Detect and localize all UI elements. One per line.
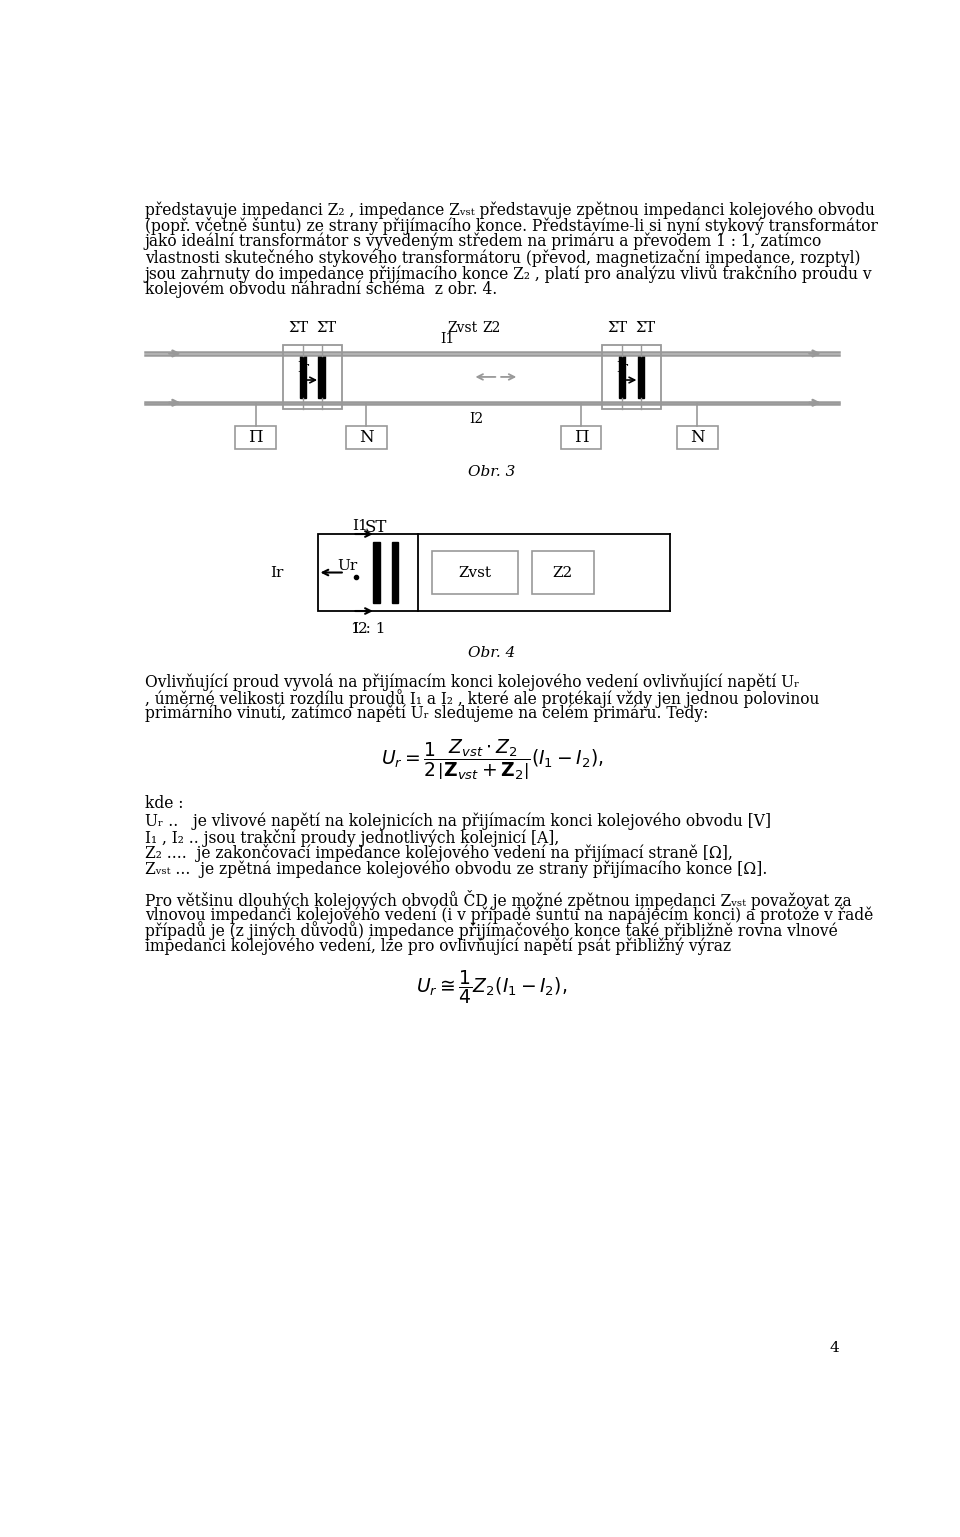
Text: I₁ , I₂ .. jsou trakční proudy jednotlivých kolejnicí [A],: I₁ , I₂ .. jsou trakční proudy jednotliv… [145, 828, 559, 847]
Bar [637, 357, 644, 398]
Text: I2: I2 [352, 622, 368, 636]
Text: , úměrné velikosti rozdílu proudů I₁ a I₂ , které ale protékají vždy jen jednou : , úměrné velikosti rozdílu proudů I₁ a I… [145, 689, 819, 709]
Text: Zvst: Zvst [459, 566, 492, 579]
Bar [561, 426, 601, 449]
Text: Π: Π [249, 429, 263, 446]
Text: Ur: Ur [337, 559, 357, 573]
Text: Uᵣ ..   je vlivové napětí na kolejnicích na přijímacím konci kolejového obvodu [: Uᵣ .. je vlivové napětí na kolejnicích n… [145, 813, 771, 830]
Text: ST: ST [365, 518, 387, 535]
Text: (popř. včetně šuntu) ze strany přijímacího konce. Představíme-li si nyní stykový: (popř. včetně šuntu) ze strany přijímací… [145, 217, 877, 235]
Text: ΣT: ΣT [608, 321, 628, 335]
Text: kolejovém obvodu náhradní schéma  z obr. 4.: kolejovém obvodu náhradní schéma z obr. … [145, 280, 497, 298]
Text: 4: 4 [829, 1340, 839, 1354]
Bar [318, 533, 419, 612]
Text: Ir: Ir [271, 566, 284, 579]
Text: $U_r \cong \dfrac{1}{4} Z_2 \left(I_1 - I_2\right),$: $U_r \cong \dfrac{1}{4} Z_2 \left(I_1 - … [417, 968, 567, 1007]
Text: kde :: kde : [145, 796, 183, 813]
Text: představuje impedanci Z₂ , impedance Zᵥₛₜ představuje zpětnou impedanci kolejové: představuje impedanci Z₂ , impedance Zᵥₛ… [145, 201, 875, 218]
Text: I1: I1 [352, 518, 368, 533]
Bar [235, 426, 276, 449]
Text: Z₂ ....  je zakončovací impedance kolejového vedení na přijímací straně [Ω],: Z₂ .... je zakončovací impedance kolejov… [145, 844, 732, 862]
Text: Pro většinu dlouhých kolejových obvodů ČD je možné zpětnou impedanci Zᵥₛₜ považo: Pro většinu dlouhých kolejových obvodů Č… [145, 890, 852, 910]
Bar [283, 344, 342, 409]
Text: I2: I2 [469, 412, 484, 426]
Text: Zᵥₛₜ ...  je zpětná impedance kolejového obvodu ze strany přijímacího konce [Ω].: Zᵥₛₜ ... je zpětná impedance kolejového … [145, 861, 767, 878]
Text: Π: Π [574, 429, 588, 446]
Text: Ovlivňující proud vyvolá na přijímacím konci kolejového vedení ovlivňující napět: Ovlivňující proud vyvolá na přijímacím k… [145, 673, 800, 692]
Text: 1 : 1: 1 : 1 [350, 622, 385, 636]
Text: Z2: Z2 [552, 566, 573, 579]
Text: primárního vinutí, zatímco napětí Uᵣ sledujeme na celém primáru. Tedy:: primárního vinutí, zatímco napětí Uᵣ sle… [145, 705, 708, 722]
Text: Obr. 3: Obr. 3 [468, 464, 516, 478]
Text: ΣT: ΣT [288, 321, 308, 335]
Text: vlnovou impedanci kolejového vedení (i v případě šuntu na napájecím konci) a pro: vlnovou impedanci kolejového vedení (i v… [145, 905, 873, 924]
Text: vlastnosti skutečného stykového transformátoru (převod, magnetizační impedance, : vlastnosti skutečného stykového transfor… [145, 249, 860, 267]
Text: $U_r = \dfrac{1}{2} \dfrac{Z_{vst} \cdot Z_2}{\left|\mathbf{Z}_{vst} + \mathbf{Z: $U_r = \dfrac{1}{2} \dfrac{Z_{vst} \cdot… [381, 738, 603, 782]
Text: ΣT: ΣT [636, 321, 656, 335]
Text: ΣT: ΣT [316, 321, 336, 335]
Bar [677, 426, 717, 449]
Text: Z2: Z2 [483, 321, 501, 335]
Bar [319, 357, 324, 398]
Text: N: N [690, 429, 705, 446]
Bar [432, 550, 517, 595]
Text: Ir: Ir [297, 361, 309, 375]
Text: jako ideální transformátor s vyvedeným středem na primáru a převodem 1 : 1, zatí: jako ideální transformátor s vyvedeným s… [145, 234, 822, 251]
Text: Ir: Ir [616, 361, 628, 375]
Bar [373, 541, 379, 604]
Bar [300, 357, 306, 398]
Text: jsou zahrnuty do impedance přijímacího konce Z₂ , platí pro analýzu vlivů trakčn: jsou zahrnuty do impedance přijímacího k… [145, 264, 873, 283]
Text: I1: I1 [440, 332, 454, 346]
Bar [392, 541, 398, 604]
Bar [602, 344, 660, 409]
Bar [532, 550, 593, 595]
Bar [619, 357, 625, 398]
Bar [347, 426, 387, 449]
Text: případů je (z jiných důvodů) impedance přijímačového konce také přibližně rovna : případů je (z jiných důvodů) impedance p… [145, 921, 837, 941]
Text: Zvst: Zvst [447, 321, 478, 335]
Text: N: N [359, 429, 373, 446]
Text: impedanci kolejového vedení, lze pro ovlivňující napětí psát přibližný výraz: impedanci kolejového vedení, lze pro ovl… [145, 938, 731, 954]
Text: Obr. 4: Obr. 4 [468, 647, 516, 661]
